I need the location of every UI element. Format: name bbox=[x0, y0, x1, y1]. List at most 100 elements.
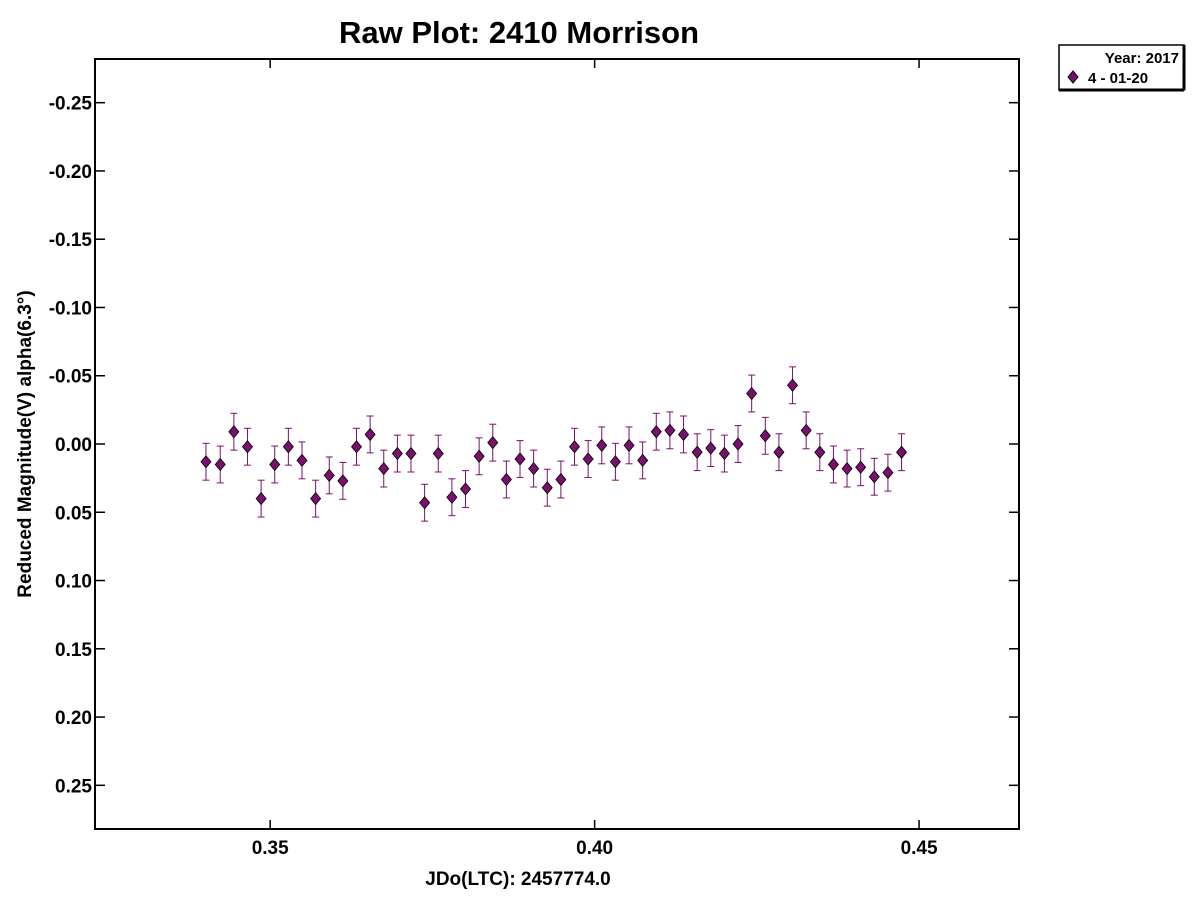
diamond-marker bbox=[555, 472, 567, 487]
y-tick-label-0: -0.25 bbox=[49, 94, 93, 115]
diamond-marker bbox=[746, 386, 758, 401]
data-point-35 bbox=[678, 415, 690, 454]
data-point-12 bbox=[364, 415, 376, 454]
legend-entry: 4 - 01-20 bbox=[1088, 70, 1148, 87]
data-point-32 bbox=[637, 441, 649, 480]
x-tick-label-1: 0.40 bbox=[576, 838, 613, 859]
diamond-marker bbox=[800, 423, 812, 437]
data-point-25 bbox=[541, 468, 553, 507]
data-series bbox=[200, 366, 908, 522]
diamond-marker bbox=[487, 436, 499, 450]
diamond-marker bbox=[391, 446, 403, 461]
data-point-1 bbox=[214, 445, 226, 484]
diamond-marker bbox=[528, 461, 540, 476]
diamond-marker bbox=[841, 461, 853, 476]
chart-title: Raw Plot: 2410 Morrison bbox=[339, 15, 699, 50]
diamond-marker bbox=[200, 455, 212, 469]
data-point-7 bbox=[296, 441, 308, 480]
diamond-marker bbox=[500, 472, 512, 487]
diamond-marker bbox=[882, 466, 894, 480]
data-point-34 bbox=[664, 411, 676, 450]
data-point-13 bbox=[378, 449, 390, 488]
diamond-marker bbox=[596, 438, 608, 452]
data-point-45 bbox=[814, 433, 826, 472]
diamond-marker bbox=[473, 449, 485, 463]
diamond-marker bbox=[814, 445, 826, 459]
diamond-marker bbox=[378, 461, 390, 476]
data-point-29 bbox=[596, 426, 608, 465]
data-point-10 bbox=[337, 461, 349, 500]
x-axis-label: JDo(LTC): 2457774.0 bbox=[425, 869, 611, 890]
legend-box bbox=[1058, 44, 1185, 91]
y-axis-label: Reduced Magnitude(V) alpha(6.3°) bbox=[15, 290, 36, 597]
data-point-4 bbox=[255, 479, 267, 518]
diamond-marker bbox=[255, 491, 267, 506]
y-tick-label-6: 0.05 bbox=[55, 503, 92, 524]
diamond-marker bbox=[541, 481, 553, 495]
diamond-marker bbox=[337, 474, 349, 488]
diamond-marker bbox=[350, 440, 363, 454]
data-point-16 bbox=[419, 483, 431, 522]
data-point-47 bbox=[841, 449, 853, 488]
data-point-33 bbox=[650, 412, 662, 451]
diamond-marker bbox=[446, 490, 458, 504]
diamond-marker bbox=[514, 452, 526, 466]
data-point-41 bbox=[759, 416, 771, 455]
y-tick-label-1: -0.20 bbox=[49, 162, 92, 183]
y-tick-label-9: 0.20 bbox=[55, 708, 92, 729]
data-point-40 bbox=[746, 374, 758, 413]
data-point-26 bbox=[555, 460, 567, 499]
data-point-44 bbox=[800, 411, 812, 450]
data-point-2 bbox=[228, 412, 240, 451]
legend-marker-diamond-icon bbox=[1067, 70, 1079, 84]
data-point-18 bbox=[446, 478, 458, 517]
y-tick-label-10: 0.25 bbox=[55, 776, 92, 797]
y-tick-label-5: 0.00 bbox=[55, 435, 92, 456]
diamond-marker bbox=[868, 470, 880, 484]
legend-header: Year: 2017 bbox=[1105, 50, 1179, 67]
data-point-37 bbox=[705, 429, 717, 468]
data-point-38 bbox=[718, 434, 730, 473]
data-point-42 bbox=[773, 433, 785, 472]
data-point-17 bbox=[432, 434, 444, 473]
diamond-marker bbox=[718, 446, 730, 461]
diamond-marker bbox=[282, 440, 294, 454]
x-tick-label-0: 0.35 bbox=[252, 838, 289, 859]
diamond-marker bbox=[827, 457, 839, 472]
data-point-5 bbox=[269, 445, 281, 484]
data-point-21 bbox=[487, 423, 499, 462]
data-point-39 bbox=[732, 425, 744, 463]
x-axis: 0.35 0.40 0.45 bbox=[252, 59, 938, 859]
x-tick-label-2: 0.45 bbox=[901, 838, 938, 859]
diamond-marker bbox=[732, 437, 744, 451]
diamond-marker bbox=[310, 491, 322, 506]
data-point-22 bbox=[500, 460, 512, 499]
data-point-20 bbox=[473, 437, 485, 476]
diamond-marker bbox=[664, 423, 676, 437]
data-point-9 bbox=[323, 456, 335, 495]
data-point-27 bbox=[568, 427, 581, 466]
data-point-49 bbox=[868, 457, 880, 496]
data-point-0 bbox=[200, 442, 212, 481]
data-point-3 bbox=[241, 427, 254, 466]
diamond-marker bbox=[896, 445, 908, 459]
legend: Year: 2017 4 - 01-20 bbox=[1058, 44, 1186, 92]
diamond-marker bbox=[637, 453, 649, 468]
diamond-marker bbox=[432, 446, 444, 461]
diamond-marker bbox=[609, 455, 621, 469]
diamond-marker bbox=[787, 378, 799, 392]
y-tick-label-7: 0.10 bbox=[55, 572, 92, 593]
diamond-marker bbox=[691, 445, 703, 459]
diamond-marker bbox=[214, 457, 226, 472]
diamond-marker bbox=[364, 427, 376, 442]
data-point-50 bbox=[882, 453, 894, 492]
data-point-23 bbox=[514, 440, 526, 478]
data-point-30 bbox=[609, 442, 621, 481]
data-point-46 bbox=[827, 445, 839, 484]
diamond-marker bbox=[405, 446, 417, 461]
diamond-marker bbox=[773, 445, 785, 459]
data-point-11 bbox=[350, 427, 363, 466]
diamond-marker bbox=[759, 429, 771, 443]
data-point-6 bbox=[282, 427, 294, 466]
